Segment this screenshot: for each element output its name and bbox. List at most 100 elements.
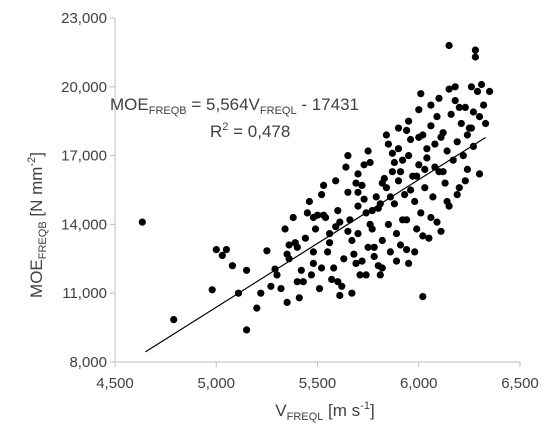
y-axis-title-unit-sup: -2 — [26, 157, 38, 167]
y-axis-title-main: MOE — [27, 259, 46, 298]
data-point — [411, 197, 419, 206]
data-point — [364, 147, 372, 155]
data-point — [372, 193, 380, 201]
data-point — [352, 179, 360, 187]
data-point — [471, 46, 479, 54]
data-point — [295, 294, 303, 302]
data-point — [390, 200, 398, 208]
y-tick-label: 23,000 — [61, 10, 107, 27]
data-point — [281, 225, 289, 233]
data-point — [366, 158, 374, 167]
data-point — [366, 220, 374, 228]
data-point — [307, 271, 315, 279]
equation-mid-sub: FREQL — [260, 105, 297, 117]
data-point — [228, 262, 236, 270]
data-point — [388, 149, 396, 157]
r2-sup: 2 — [222, 121, 228, 133]
data-point — [437, 227, 445, 235]
data-point — [354, 230, 362, 238]
data-point — [289, 213, 297, 222]
data-point — [277, 285, 285, 293]
x-axis-title-unit-end: ] — [370, 401, 375, 420]
data-point — [378, 264, 386, 272]
data-point — [299, 278, 307, 286]
data-point — [285, 241, 293, 249]
data-point — [396, 168, 405, 176]
data-point — [413, 172, 421, 180]
data-point — [253, 304, 261, 312]
data-point — [354, 188, 362, 196]
data-point — [328, 275, 336, 283]
data-point — [441, 179, 449, 187]
data-point — [212, 246, 220, 254]
data-point — [417, 209, 425, 217]
data-point — [445, 85, 453, 93]
data-point — [378, 236, 386, 245]
data-point — [358, 257, 366, 265]
data-point — [376, 271, 384, 279]
data-point — [315, 285, 324, 293]
data-point — [318, 191, 326, 199]
data-point — [138, 218, 146, 226]
data-point — [399, 216, 407, 224]
data-point — [447, 110, 455, 118]
data-point — [309, 259, 317, 267]
data-point — [358, 181, 366, 189]
x-tick-label: 6,500 — [501, 375, 539, 392]
y-axis-title: MOEFREQB [N mm-2] — [26, 152, 49, 298]
data-point — [407, 186, 415, 194]
data-point — [356, 271, 364, 279]
data-point — [475, 170, 484, 178]
data-point — [342, 163, 350, 171]
data-point — [451, 97, 459, 105]
data-point — [334, 207, 342, 215]
data-point — [471, 53, 479, 61]
x-tick-label: 5,500 — [299, 375, 337, 392]
data-point — [429, 193, 437, 201]
equation-lhs-sub: FREQB — [149, 105, 187, 117]
data-point — [388, 168, 396, 176]
data-point — [425, 234, 433, 242]
data-point — [419, 293, 427, 301]
x-axis-title-unit: [m s — [323, 401, 360, 420]
data-point — [344, 152, 352, 160]
data-point — [293, 243, 301, 251]
data-point — [394, 177, 403, 185]
data-point — [415, 106, 423, 114]
data-point — [427, 213, 435, 222]
data-point — [324, 248, 332, 256]
data-point — [455, 103, 463, 111]
data-point — [311, 225, 320, 233]
data-point — [437, 133, 445, 141]
data-point — [396, 241, 405, 249]
data-point — [332, 177, 340, 185]
trendline-group — [145, 136, 486, 353]
data-point — [405, 117, 413, 125]
trendline — [145, 136, 486, 353]
data-point — [243, 266, 251, 274]
data-point — [392, 257, 401, 265]
data-point — [309, 248, 317, 256]
data-point — [344, 188, 352, 196]
x-axis-title-main: V — [275, 401, 287, 420]
data-point — [482, 119, 490, 128]
data-point — [443, 147, 451, 155]
data-point — [480, 101, 488, 109]
data-point — [411, 248, 419, 256]
data-point — [431, 140, 439, 148]
trendline-equation: MOEFREQB = 5,564VFREQL - 17431 — [110, 95, 359, 117]
data-point — [364, 243, 372, 251]
data-point — [362, 271, 370, 279]
data-point — [392, 230, 401, 238]
data-point — [283, 298, 291, 306]
data-point — [384, 220, 392, 228]
data-point — [263, 247, 271, 255]
data-point — [344, 227, 352, 235]
data-point — [382, 184, 390, 192]
data-point — [423, 154, 431, 162]
data-point — [453, 191, 461, 199]
data-point — [415, 133, 423, 141]
data-point — [273, 271, 281, 279]
y-axis-title-unit: [N mm — [27, 167, 46, 222]
y-axis-title-unit-end: ] — [27, 152, 46, 157]
